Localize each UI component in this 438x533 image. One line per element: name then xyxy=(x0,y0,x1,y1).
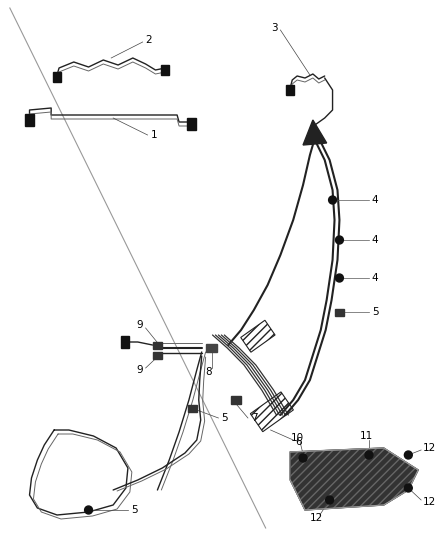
Text: 3: 3 xyxy=(271,23,277,33)
Circle shape xyxy=(85,506,92,514)
Text: 4: 4 xyxy=(372,235,378,245)
Text: 10: 10 xyxy=(290,433,304,443)
Bar xyxy=(241,320,275,352)
Circle shape xyxy=(328,196,336,204)
Text: 6: 6 xyxy=(295,437,302,447)
Bar xyxy=(206,344,217,352)
Circle shape xyxy=(336,274,343,282)
Text: 4: 4 xyxy=(372,273,378,283)
Bar xyxy=(53,72,61,82)
Circle shape xyxy=(299,454,307,462)
Text: 7: 7 xyxy=(251,413,258,423)
Bar xyxy=(335,309,344,316)
Polygon shape xyxy=(290,448,418,510)
Circle shape xyxy=(365,451,373,459)
Bar xyxy=(286,85,294,95)
Text: 5: 5 xyxy=(221,413,228,423)
Text: 11: 11 xyxy=(360,431,373,441)
Text: 9: 9 xyxy=(136,365,143,375)
Bar xyxy=(25,114,34,126)
Text: 9: 9 xyxy=(136,320,143,330)
Bar xyxy=(161,65,169,75)
Text: 5: 5 xyxy=(372,307,378,317)
Circle shape xyxy=(336,236,343,244)
Text: 12: 12 xyxy=(423,443,436,453)
Text: 1: 1 xyxy=(151,130,157,140)
Bar xyxy=(120,336,129,348)
Bar xyxy=(231,396,241,404)
Text: 2: 2 xyxy=(145,35,152,45)
Text: 5: 5 xyxy=(131,505,138,515)
Bar xyxy=(187,118,196,130)
Bar xyxy=(251,392,293,432)
Polygon shape xyxy=(303,120,327,145)
Bar xyxy=(153,342,162,349)
Bar xyxy=(153,351,162,359)
Text: 12: 12 xyxy=(423,497,436,507)
Circle shape xyxy=(404,451,412,459)
Text: 12: 12 xyxy=(310,513,323,523)
Text: 4: 4 xyxy=(372,195,378,205)
Circle shape xyxy=(326,496,334,504)
Circle shape xyxy=(404,484,412,492)
Text: 8: 8 xyxy=(205,367,212,377)
Bar xyxy=(188,405,197,411)
